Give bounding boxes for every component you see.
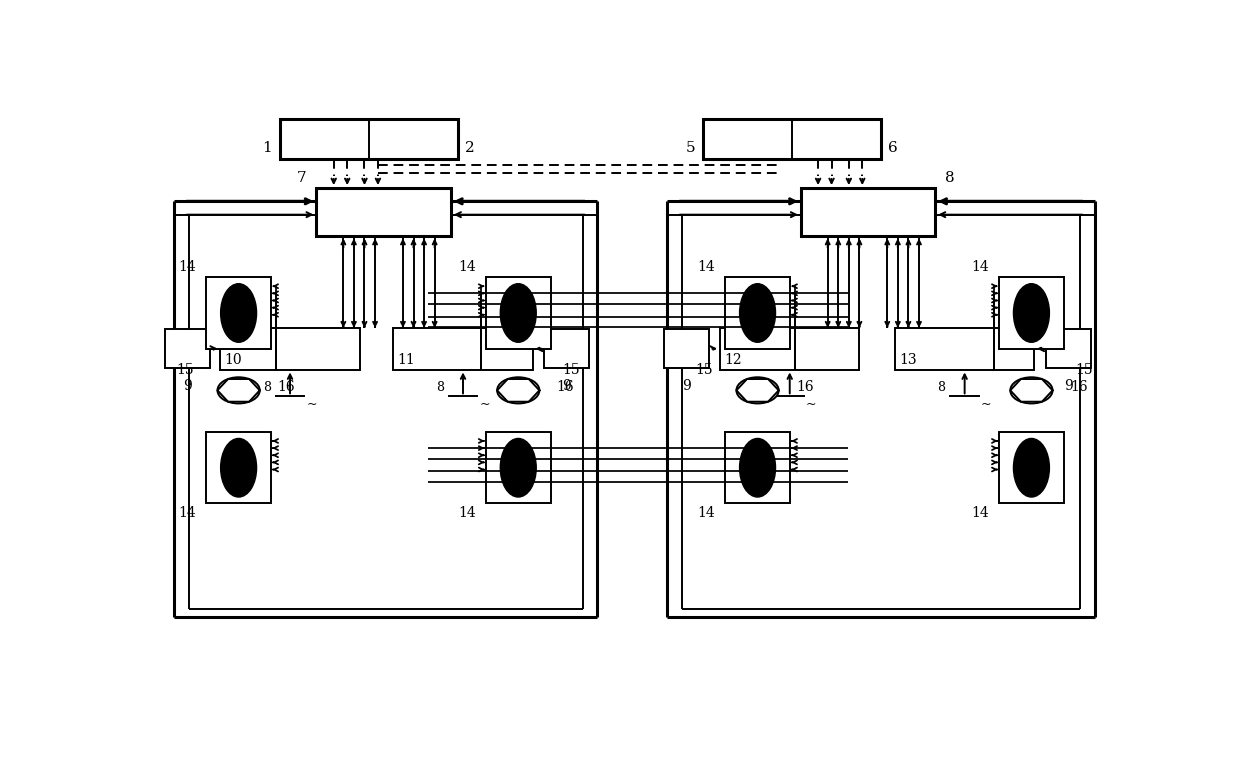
Bar bbox=[720, 328, 859, 369]
Bar bbox=[393, 328, 533, 369]
Text: 8: 8 bbox=[945, 171, 955, 185]
Text: 8: 8 bbox=[263, 381, 270, 394]
Bar bbox=[486, 432, 551, 503]
Text: 16: 16 bbox=[557, 380, 574, 394]
Bar bbox=[486, 278, 551, 349]
Ellipse shape bbox=[221, 438, 257, 497]
Bar bbox=[316, 188, 451, 236]
Bar bbox=[221, 328, 360, 369]
Text: 14: 14 bbox=[179, 506, 196, 520]
Text: 5: 5 bbox=[686, 141, 696, 155]
Text: ~: ~ bbox=[981, 398, 992, 411]
Ellipse shape bbox=[1013, 284, 1049, 342]
Circle shape bbox=[497, 377, 539, 404]
Text: 6: 6 bbox=[888, 141, 898, 155]
Bar bbox=[801, 188, 935, 236]
Bar bbox=[725, 278, 790, 349]
Text: 8: 8 bbox=[763, 381, 770, 394]
Text: 16: 16 bbox=[1070, 380, 1087, 394]
Ellipse shape bbox=[1013, 438, 1049, 497]
Text: 8: 8 bbox=[937, 381, 945, 394]
Circle shape bbox=[737, 377, 779, 404]
Bar bbox=[206, 278, 272, 349]
Bar bbox=[725, 432, 790, 503]
Text: 7: 7 bbox=[298, 171, 306, 185]
Text: 16: 16 bbox=[796, 380, 813, 394]
Text: 14: 14 bbox=[179, 261, 196, 274]
Text: 9: 9 bbox=[182, 379, 191, 393]
Text: 14: 14 bbox=[698, 506, 715, 520]
Text: 16: 16 bbox=[277, 380, 295, 394]
Bar bbox=[1045, 329, 1091, 369]
Bar bbox=[703, 119, 880, 159]
Text: 15: 15 bbox=[177, 363, 195, 376]
Text: 13: 13 bbox=[899, 353, 916, 367]
Bar bbox=[998, 278, 1064, 349]
Text: 11: 11 bbox=[397, 353, 415, 367]
Ellipse shape bbox=[739, 284, 775, 342]
Circle shape bbox=[217, 377, 259, 404]
Text: 9: 9 bbox=[563, 379, 572, 393]
Text: 1: 1 bbox=[263, 141, 273, 155]
Bar bbox=[280, 119, 458, 159]
Text: ~: ~ bbox=[806, 398, 817, 411]
Text: 15: 15 bbox=[563, 363, 580, 376]
Bar bbox=[544, 329, 589, 369]
Text: 14: 14 bbox=[971, 506, 990, 520]
Text: 8: 8 bbox=[435, 381, 444, 394]
Ellipse shape bbox=[221, 284, 257, 342]
Bar bbox=[895, 328, 1034, 369]
Text: 14: 14 bbox=[698, 261, 715, 274]
Text: 12: 12 bbox=[724, 353, 742, 367]
Bar bbox=[998, 432, 1064, 503]
Text: 15: 15 bbox=[696, 363, 713, 376]
Text: 10: 10 bbox=[224, 353, 242, 367]
Ellipse shape bbox=[500, 438, 536, 497]
Bar bbox=[165, 329, 210, 369]
Bar bbox=[665, 329, 709, 369]
Text: ~: ~ bbox=[306, 398, 317, 411]
Circle shape bbox=[1011, 377, 1053, 404]
Ellipse shape bbox=[500, 284, 536, 342]
Text: 14: 14 bbox=[459, 506, 476, 520]
Text: 14: 14 bbox=[971, 261, 990, 274]
Text: 9: 9 bbox=[1064, 379, 1073, 393]
Text: 9: 9 bbox=[682, 379, 691, 393]
Text: 14: 14 bbox=[459, 261, 476, 274]
Bar bbox=[206, 432, 272, 503]
Text: ~: ~ bbox=[480, 398, 490, 411]
Text: 15: 15 bbox=[1075, 363, 1094, 376]
Text: 2: 2 bbox=[465, 141, 475, 155]
Ellipse shape bbox=[739, 438, 775, 497]
